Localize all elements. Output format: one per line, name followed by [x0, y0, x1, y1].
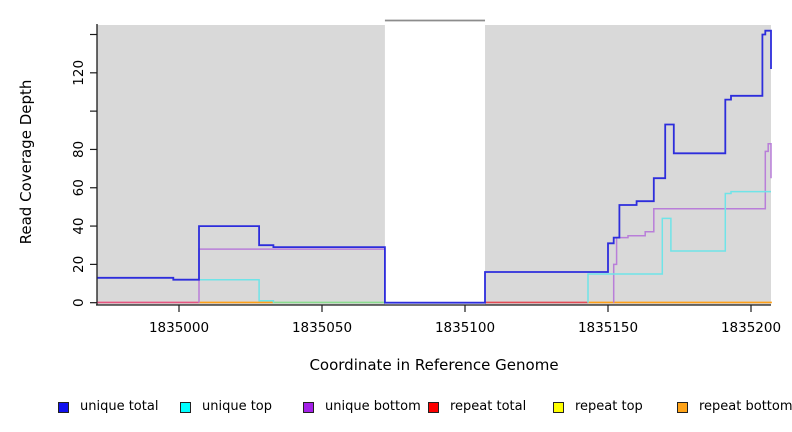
- series-unique-bottom: [612, 142, 772, 303]
- coverage-chart: 1835000 1835050 1835100 1835150 1835200 0 20 40…: [71, 19, 781, 336]
- y-tick-label: 60: [71, 179, 87, 196]
- legend: unique total unique top unique bottom repea…: [0, 398, 792, 422]
- legend-label: repeat bottom: [699, 399, 792, 414]
- y-tick-label: 80: [71, 141, 87, 158]
- series-unique-top: [587, 190, 771, 303]
- legend-swatch-icon: [677, 402, 688, 413]
- x-tick-label: 1835100: [435, 320, 495, 336]
- legend-swatch-icon: [428, 402, 439, 413]
- x-tick-label: 1835150: [578, 320, 638, 336]
- legend-label: unique total: [80, 399, 159, 414]
- legend-label: repeat total: [450, 399, 527, 414]
- x-tick-label: 1835000: [149, 320, 209, 336]
- legend-swatch-icon: [58, 402, 69, 413]
- legend-label: repeat top: [575, 399, 643, 414]
- legend-label: unique top: [202, 399, 273, 414]
- y-tick-label: 20: [71, 256, 87, 273]
- legend-swatch-icon: [553, 402, 564, 413]
- legend-swatch-icon: [303, 402, 314, 413]
- y-tick-label: 0: [71, 298, 87, 307]
- y-tick-label: 40: [71, 217, 87, 234]
- y-axis-title: Read Coverage Depth: [17, 79, 35, 245]
- y-tick-label: 120: [71, 60, 87, 86]
- masked-region: [384, 20, 486, 305]
- legend-swatch-icon: [180, 402, 191, 413]
- x-tick-label: 1835050: [292, 320, 352, 336]
- legend-label: unique bottom: [325, 399, 421, 414]
- x-axis-title: Coordinate in Reference Genome: [309, 356, 559, 374]
- x-tick-label: 1835200: [721, 320, 781, 336]
- series-unique-total: [97, 29, 772, 304]
